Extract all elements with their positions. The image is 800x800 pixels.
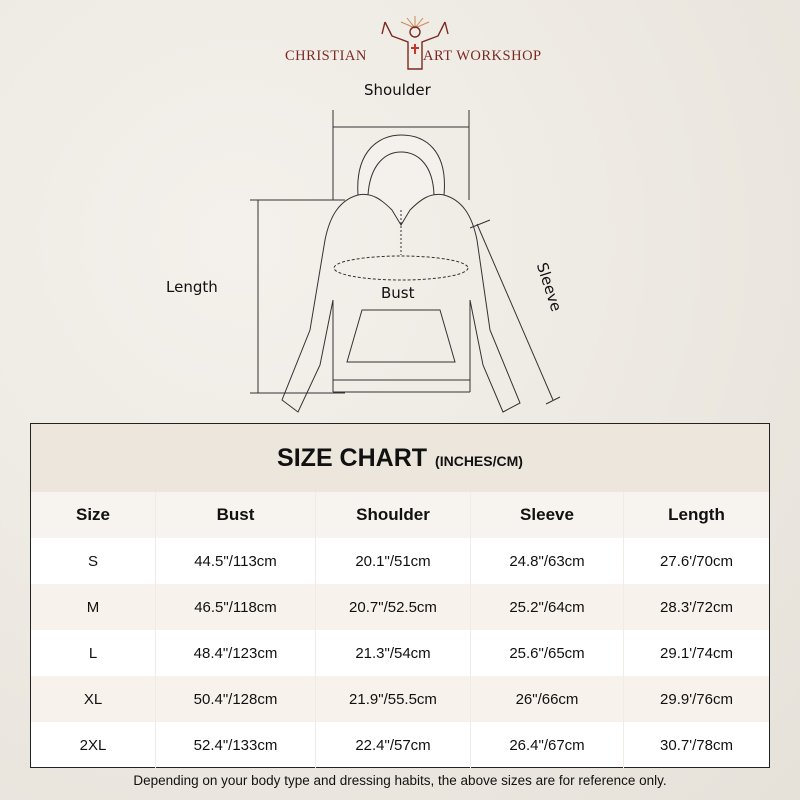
- cell: 22.4"/57cm: [316, 722, 471, 768]
- header-row: Size Bust Shoulder Sleeve Length: [31, 492, 769, 538]
- brand-name-right: ART WORKSHOP: [423, 48, 542, 64]
- table-row: XL 50.4"/128cm 21.9"/55.5cm 26"/66cm 29.9'/7…: [31, 676, 769, 722]
- cell: 26.4"/67cm: [471, 722, 624, 768]
- table-row: M 46.5"/118cm 20.7"/52.5cm 25.2"/64cm 28.3'/…: [31, 584, 769, 630]
- shoulder-label: Shoulder: [364, 81, 431, 99]
- header-size: Size: [31, 492, 156, 538]
- bust-label: Bust: [381, 284, 415, 302]
- cell: 24.8"/63cm: [471, 538, 624, 584]
- size-chart-title: SIZE CHART (INCHES/CM): [31, 424, 769, 492]
- length-label: Length: [166, 278, 218, 296]
- header-length: Length: [668, 505, 725, 524]
- table-row: S 44.5"/113cm 20.1"/51cm 24.8"/63cm 27.6'/70…: [31, 538, 769, 584]
- title-text: SIZE CHART: [277, 443, 428, 472]
- cell: 2XL: [31, 722, 156, 768]
- cell: 50.4"/128cm: [156, 676, 316, 722]
- cell: 44.5"/113cm: [156, 538, 316, 584]
- size-chart-table: SIZE CHART (INCHES/CM) Size Bust Shoulde…: [30, 423, 770, 768]
- cell: 25.2"/64cm: [471, 584, 624, 630]
- jesus-figure-icon: [381, 16, 449, 70]
- table-row: L 48.4"/123cm 21.3"/54cm 25.6"/65cm 29.1'/74…: [31, 630, 769, 676]
- table-row: 2XL 52.4"/133cm 22.4"/57cm 26.4"/67cm 30.7'/…: [31, 722, 769, 768]
- cell: S: [31, 538, 156, 584]
- cell: 52.4"/133cm: [156, 722, 316, 768]
- cell: 20.1"/51cm: [316, 538, 471, 584]
- cell: 48.4"/123cm: [156, 630, 316, 676]
- reference-note: Depending on your body type and dressing…: [133, 773, 667, 788]
- cell: 21.3"/54cm: [316, 630, 471, 676]
- header-sleeve: Sleeve: [471, 492, 624, 538]
- cell: 26"/66cm: [471, 676, 624, 722]
- brand-name-left: CHRISTIAN: [285, 48, 367, 64]
- header-shoulder: Shoulder: [316, 492, 471, 538]
- header-bust: Bust: [156, 492, 316, 538]
- cell: 25.6"/65cm: [471, 630, 624, 676]
- hoodie-outline: [250, 110, 561, 413]
- unit-text: (INCHES/CM): [435, 453, 523, 469]
- cell: M: [31, 584, 156, 630]
- cell: 21.9"/55.5cm: [316, 676, 471, 722]
- cell: 27.6'/70cm: [660, 552, 733, 570]
- cell: 20.7"/52.5cm: [316, 584, 471, 630]
- cell: 29.1'/74cm: [660, 644, 733, 662]
- cell: 30.7'/78cm: [660, 736, 733, 754]
- brand-logo: CHRISTIAN ART WORKSHOP: [285, 14, 545, 74]
- cell: XL: [31, 676, 156, 722]
- hoodie-measurement-diagram: Shoulder Length Bust Sleeve: [166, 81, 565, 413]
- cell: 28.3'/72cm: [660, 598, 733, 616]
- cell: 46.5"/118cm: [156, 584, 316, 630]
- cell: 29.9'/76cm: [660, 690, 733, 708]
- cell: L: [31, 630, 156, 676]
